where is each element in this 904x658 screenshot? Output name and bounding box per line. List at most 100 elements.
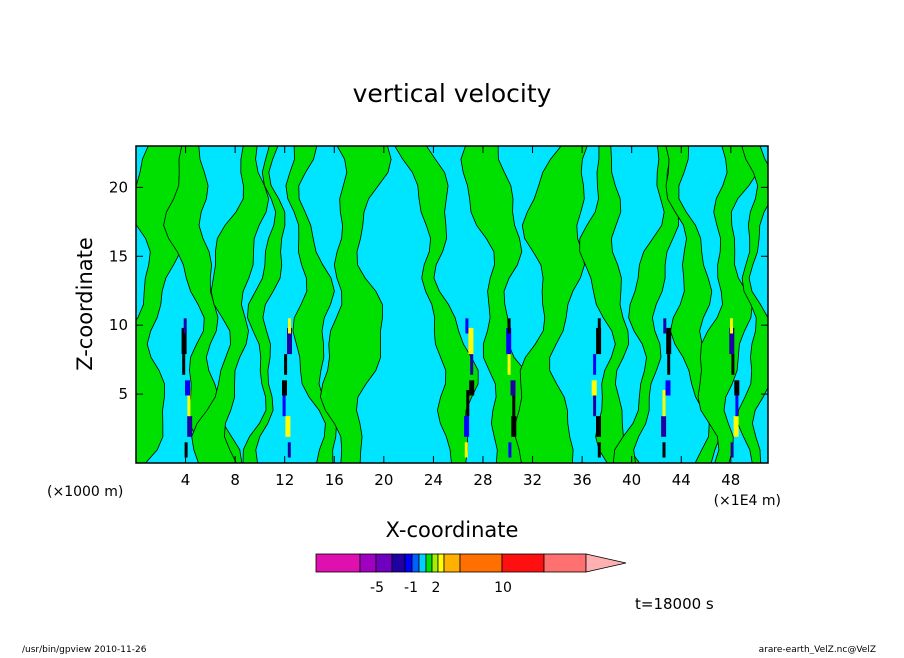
footer-left: /usr/bin/gpview 2010-11-26: [22, 645, 147, 654]
updraft-core: [465, 318, 469, 334]
colorbar-segment: [315, 553, 361, 573]
updraft-core: [662, 390, 666, 417]
y-tick-label: 10: [109, 316, 128, 334]
x-tick-label: 24: [424, 471, 443, 489]
updraft-cores: [181, 318, 740, 458]
updraft-core: [470, 354, 474, 375]
colorbar-segment: [375, 553, 393, 573]
colorbar-segment: [411, 553, 420, 573]
updraft-core: [282, 380, 287, 396]
updraft-core: [730, 318, 733, 334]
contour-band: [514, 146, 588, 463]
updraft-core: [466, 390, 470, 417]
updraft-core: [468, 327, 474, 355]
colorbar-segment: [404, 553, 413, 573]
y-axis-label: Z-coordinate: [73, 237, 97, 371]
x-tick-label: 16: [325, 471, 344, 489]
updraft-core: [665, 380, 671, 396]
colorbar-segment: [431, 553, 439, 573]
colorbar: [315, 553, 627, 573]
updraft-core: [512, 390, 516, 417]
updraft-core: [182, 354, 186, 375]
updraft-core: [185, 380, 190, 396]
updraft-core: [288, 318, 291, 334]
x-axis-label: X-coordinate: [386, 518, 519, 542]
time-label: t=18000 s: [635, 595, 714, 613]
x-tick-label: 12: [275, 471, 294, 489]
updraft-core: [181, 327, 187, 355]
colorbar-segment: [437, 553, 445, 573]
updraft-core: [597, 442, 601, 458]
updraft-core: [734, 380, 740, 396]
plot-frame: [135, 145, 769, 464]
colorbar-label: 2: [432, 580, 441, 596]
updraft-core: [284, 354, 288, 375]
y-tick-label: 5: [118, 385, 128, 403]
updraft-core: [729, 327, 735, 355]
updraft-core: [730, 442, 734, 458]
updraft-core: [187, 416, 193, 437]
colorbar-label: -1: [404, 580, 418, 596]
updraft-core: [469, 380, 475, 396]
updraft-core: [667, 354, 671, 375]
updraft-core: [287, 327, 292, 355]
contour-band: [242, 146, 286, 463]
x-tick-label: 28: [473, 471, 492, 489]
colorbar-segment: [391, 553, 406, 573]
colorbar-labels: -5 -1 2 10: [370, 580, 512, 596]
updraft-core: [593, 390, 597, 417]
contour-band: [319, 146, 392, 463]
contour-band: [737, 146, 768, 463]
updraft-core: [662, 442, 666, 458]
footer-right: arare-earth_VelZ.nc@VelZ: [759, 645, 876, 654]
x-tick-label: 8: [230, 471, 240, 489]
x-tick-label: 20: [374, 471, 393, 489]
x-tick-label: 48: [721, 471, 740, 489]
contour-band: [612, 146, 680, 463]
chart-title: vertical velocity: [353, 79, 552, 108]
updraft-core: [666, 327, 672, 355]
updraft-core: [285, 416, 291, 437]
updraft-core: [508, 442, 512, 458]
x-unit-left: (×1000 m): [47, 484, 123, 500]
updraft-core: [507, 354, 511, 375]
contour-band: [191, 146, 270, 463]
updraft-core: [596, 416, 601, 437]
contour-band: [285, 146, 337, 463]
x-tick-label: 40: [622, 471, 641, 489]
colorbar-segment: [425, 553, 433, 573]
updraft-core: [663, 318, 667, 334]
contour-band: [460, 146, 540, 463]
x-tick-label: 36: [573, 471, 592, 489]
colorbar-segment: [443, 553, 461, 573]
x-tick-label: 44: [672, 471, 691, 489]
updraft-core: [511, 416, 517, 437]
contour-band: [163, 146, 243, 463]
colorbar-extension: [585, 553, 627, 573]
updraft-core: [731, 354, 735, 375]
x-tick-label: 4: [181, 471, 191, 489]
colorbar-segment: [543, 553, 587, 573]
updraft-core: [187, 390, 191, 417]
x-unit-right: (×1E4 m): [714, 493, 781, 509]
plot-area: [136, 146, 768, 463]
updraft-core: [735, 390, 739, 417]
updraft-core: [464, 442, 468, 458]
contour-band: [579, 146, 641, 463]
updraft-core: [591, 380, 597, 396]
x-tick-label: 32: [523, 471, 542, 489]
contour-fills: [136, 146, 768, 463]
updraft-core: [282, 390, 286, 417]
updraft-core: [506, 327, 512, 355]
colorbar-segment: [359, 553, 377, 573]
contour-band: [697, 146, 761, 463]
updraft-core: [733, 416, 739, 437]
colorbar-segment: [459, 553, 503, 573]
colorbar-label: -5: [370, 580, 384, 596]
updraft-core: [597, 318, 601, 334]
updraft-core: [183, 318, 187, 334]
colorbar-label: 10: [494, 580, 512, 596]
updraft-core: [593, 354, 597, 375]
y-tick-label: 15: [109, 247, 128, 265]
